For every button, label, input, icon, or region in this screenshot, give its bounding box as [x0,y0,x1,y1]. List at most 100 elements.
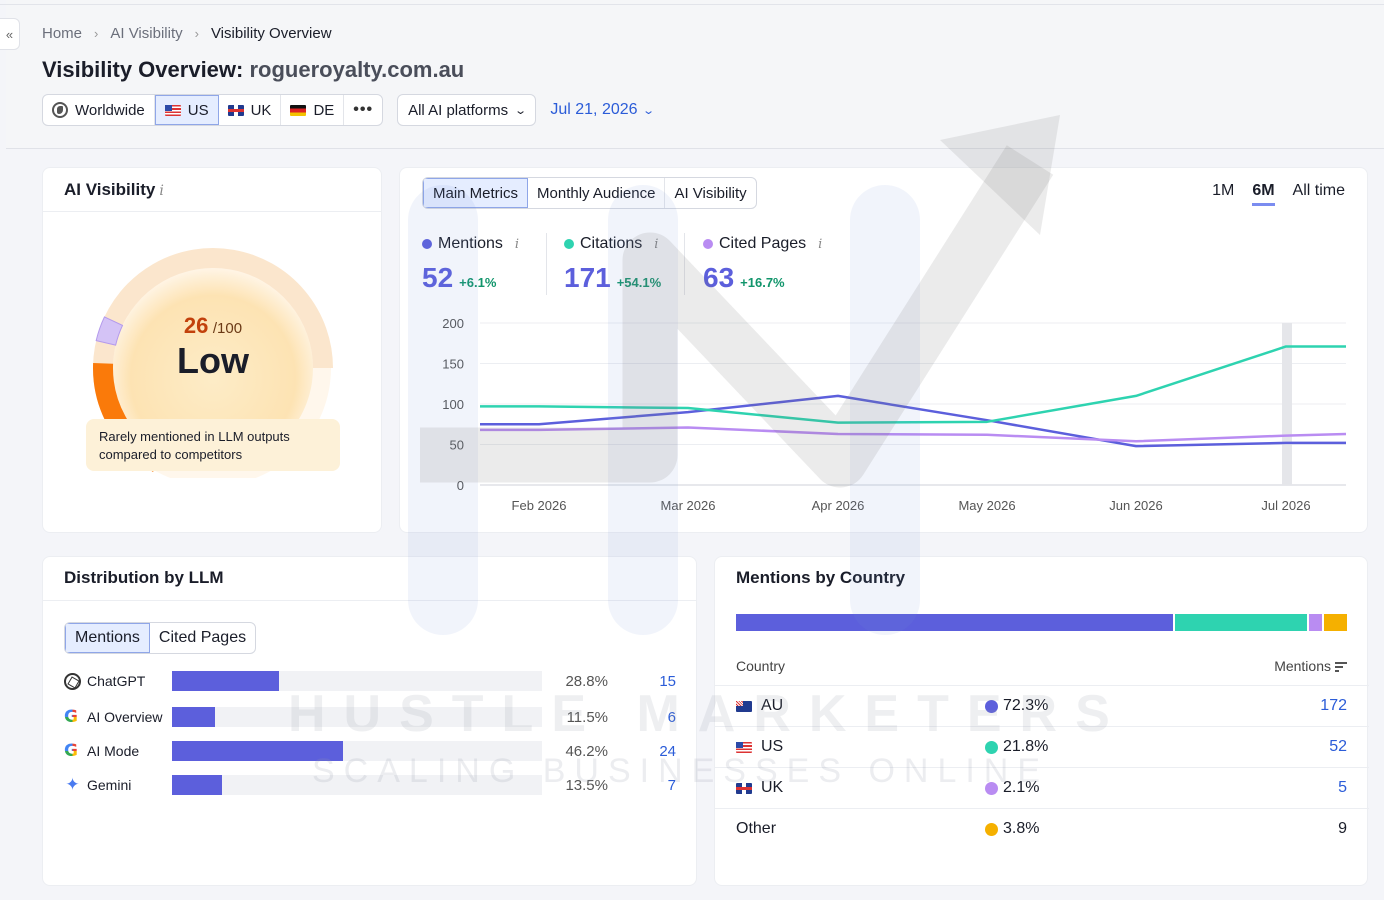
y-tick-label: 100 [442,397,464,412]
metric-citations[interactable]: Citations i 171 +54.1% [564,235,661,294]
info-icon[interactable]: i [159,183,164,199]
breadcrumb-current: Visibility Overview [210,25,332,42]
tab-monthly-audience[interactable]: Monthly Audience [528,178,666,208]
x-tick-label: Apr 2026 [812,498,865,513]
llm-tabs: Mentions Cited Pages [64,622,257,654]
country-count[interactable]: 52 [1329,738,1347,755]
metric-cited-pages[interactable]: Cited Pages i 63 +16.7% [703,235,822,294]
llm-bar [172,707,215,727]
llm-name-label: AI Overview [87,709,163,725]
metric-value: 52 [422,262,454,293]
llm-count-link[interactable]: 24 [659,742,676,760]
breadcrumb-home-link[interactable]: Home [42,25,83,42]
country-count: 9 [1338,820,1347,837]
country-name-label: UK [761,779,784,796]
country-name: UK [736,779,783,797]
flag-uk-icon [736,782,752,794]
llm-row[interactable]: ChatGPT 28.8% 15 [64,668,684,694]
country-pct: 3.8% [985,820,1039,838]
x-tick-label: Mar 2026 [661,498,716,513]
collapse-sidebar-button[interactable]: « [0,18,20,50]
country-color-dot [985,781,998,795]
info-icon[interactable]: i [654,236,659,252]
platform-dropdown-label: All AI platforms [408,101,509,119]
info-icon[interactable]: i [818,236,823,252]
llm-pct: 13.5% [565,776,608,794]
llm-bar [172,741,343,761]
region-uk[interactable]: UK [219,95,282,125]
llm-count-link[interactable]: 15 [659,672,676,690]
flag-de-icon [290,104,307,116]
range-6m[interactable]: 6M [1252,182,1275,206]
llm-row[interactable]: G AI Mode 46.2% 24 [64,738,684,764]
metrics-line-chart[interactable]: 0 50 100 150 200 Feb 2026 Mar 2026 Apr 2026 May … [400,308,1369,523]
metric-mentions[interactable]: Mentions i 52 +6.1% [422,235,519,294]
tab-llm-cited-pages[interactable]: Cited Pages [158,629,247,646]
metrics-tabs: Main Metrics Monthly Audience AI Visibil… [422,177,757,209]
gauge-competitor-marker [95,316,124,346]
region-label: Worldwide [75,101,145,119]
region-worldwide[interactable]: Worldwide [43,95,155,125]
region-label: UK [250,101,272,119]
country-row[interactable]: US 21.8% 52 [715,726,1369,767]
llm-name-label: Gemini [87,777,132,793]
llm-name-label: AI Mode [87,743,140,759]
llm-pct: 11.5% [566,708,608,726]
page-title: Visibility Overview: rogueroyalty.com.au [42,57,464,83]
metric-label: Mentions [438,235,503,252]
column-mentions[interactable]: Mentions [1274,658,1347,674]
metric-label: Cited Pages [719,235,807,252]
country-name: AU [736,697,783,715]
region-de[interactable]: DE [281,95,345,125]
country-row[interactable]: UK 2.1% 5 [715,767,1369,808]
country-name-label: US [761,738,784,755]
google-icon: G [64,741,81,761]
metric-delta: +16.7% [740,275,785,290]
y-tick-label: 0 [457,478,464,493]
series-line-mentions [480,394,1346,448]
chevron-right-icon: › [194,26,199,41]
metric-divider [684,233,685,295]
llm-count-link[interactable]: 7 [667,776,676,794]
metric-label: Citations [580,235,643,252]
globe-icon [52,102,68,118]
llm-bar [172,671,279,691]
visibility-level: Low [177,340,249,381]
llm-row[interactable]: G AI Overview 11.5% 6 [64,704,684,730]
region-selector: Worldwide US UK DE ••• [42,94,384,126]
mentions-by-country-card: Mentions by Country Country Mentions AU 7… [714,556,1369,886]
country-row[interactable]: Other 3.8% 9 [715,808,1369,849]
more-regions-button[interactable]: ••• [344,95,382,125]
llm-name: ✦ Gemini [64,775,172,795]
country-row[interactable]: AU 72.3% 172 [715,685,1369,726]
llm-bar-track [172,741,542,761]
country-share-segment [1175,614,1308,631]
date-dropdown[interactable]: Jul 21, 2026 ⌄ [550,101,654,119]
column-country[interactable]: Country [736,658,786,674]
x-tick-label: May 2026 [958,498,1015,513]
tab-ai-visibility[interactable]: AI Visibility [674,184,747,202]
range-1m[interactable]: 1M [1212,182,1235,199]
flag-uk-icon [227,104,244,116]
platform-dropdown[interactable]: All AI platforms ⌄ [397,94,537,126]
country-card-title: Mentions by Country [736,568,906,587]
tab-llm-mentions[interactable]: Mentions [65,623,150,653]
range-all-time[interactable]: All time [1292,182,1345,199]
tab-main-metrics[interactable]: Main Metrics [423,178,529,208]
country-share-segment [1309,614,1322,631]
double-chevron-left-icon: « [5,26,14,42]
metric-value: 171 [564,262,611,293]
country-count[interactable]: 5 [1338,779,1347,796]
mentions-legend-dot [422,239,432,249]
chevron-down-icon: ⌄ [514,104,528,117]
llm-name: G AI Overview [64,707,172,727]
card-divider [43,600,696,601]
country-count[interactable]: 172 [1320,697,1347,714]
info-icon[interactable]: i [514,236,520,252]
country-share-segment [736,614,1174,631]
breadcrumb-ai-visibility-link[interactable]: AI Visibility [110,25,183,42]
llm-count-link[interactable]: 6 [667,708,676,726]
llm-row[interactable]: ✦ Gemini 13.5% 7 [64,772,684,798]
region-us[interactable]: US [154,95,219,125]
sort-icon [1335,662,1347,672]
